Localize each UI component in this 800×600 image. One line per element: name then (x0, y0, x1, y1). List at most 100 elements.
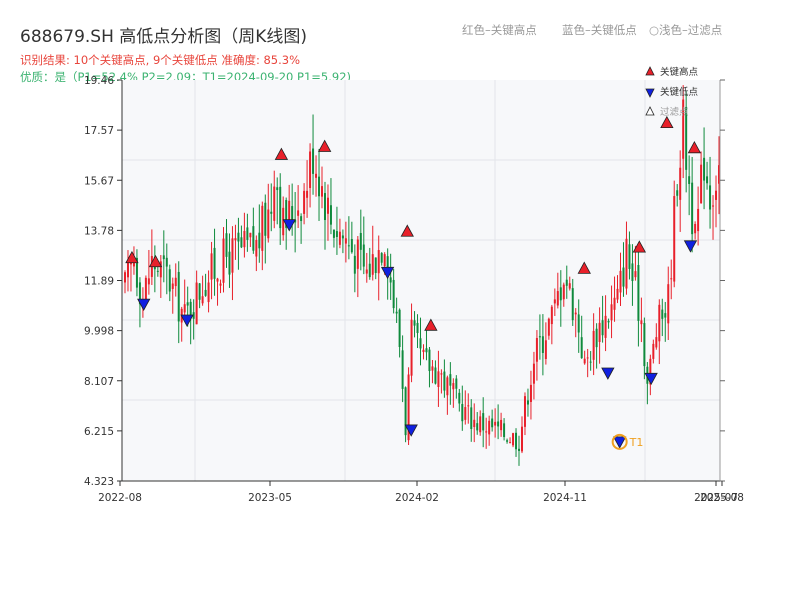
candle-body (410, 319, 413, 376)
x-tick-label: 2024-11 (543, 492, 587, 504)
candle-body (652, 343, 655, 359)
legend-light-filtered: ○浅色–过滤点 (649, 23, 723, 37)
low-marker (601, 367, 615, 380)
candle-body (318, 176, 321, 197)
legend-label: 过滤点 (660, 106, 689, 118)
candle-body (300, 216, 303, 222)
candle-body (183, 304, 186, 313)
candle-body (562, 284, 565, 300)
candle-body (222, 238, 225, 283)
candle-body (321, 186, 324, 197)
candle-body (246, 227, 249, 240)
candle-body (329, 205, 332, 225)
candle-body (270, 211, 273, 214)
candle-body (532, 363, 535, 384)
candle-body (124, 272, 126, 283)
candle-body (634, 271, 637, 278)
candle-body (377, 250, 380, 274)
candle-body (610, 304, 613, 321)
candle-body (541, 336, 544, 353)
candle-body (503, 423, 506, 437)
candle-body (231, 238, 234, 273)
candle-body (494, 421, 497, 426)
candle-body (559, 287, 562, 301)
candle-body (309, 151, 312, 188)
candle-body (550, 306, 553, 325)
candle-body (437, 371, 440, 387)
result-summary: 识别结果: 10个关键高点, 9个关键低点 准确度: 85.3% (20, 53, 301, 67)
candle-body (159, 261, 162, 278)
legend-red-high: 红色–关键高点 (462, 23, 537, 37)
candle-body (204, 289, 207, 296)
y-tick-label: 9.998 (84, 326, 114, 338)
candle-body (715, 190, 718, 200)
candle-body (571, 288, 574, 321)
candle-body (395, 311, 398, 314)
x-tick-label: 2023-05 (248, 492, 292, 504)
candle-body (243, 230, 246, 248)
candle-body (135, 257, 138, 288)
candle-body (371, 254, 374, 275)
legend-marker (645, 106, 655, 116)
candle-body (162, 255, 165, 260)
candle-body (625, 238, 628, 289)
candle-body (583, 358, 586, 364)
candle-body (332, 229, 335, 238)
candle-body (228, 251, 231, 275)
candle-body (491, 418, 494, 428)
candle-body (431, 366, 434, 371)
candle-body (673, 196, 676, 282)
high-marker (577, 261, 591, 274)
candle-body (547, 318, 550, 336)
x-tick-label: 2025-07 (694, 492, 738, 504)
candle-body (482, 413, 485, 431)
legend-marker (645, 88, 655, 98)
candle-body (422, 349, 425, 353)
axes: 4.323 6.215 8.107 9.998 11.89 13.78 15.67 17.57… (84, 75, 744, 504)
legend-label: 关键高点 (660, 66, 699, 78)
candle-body (365, 269, 368, 274)
candle-body (413, 320, 416, 326)
candle-body (506, 440, 509, 442)
low-marker (683, 240, 698, 253)
candle-body (649, 358, 652, 385)
candle-body (526, 400, 529, 405)
candle-body (264, 202, 267, 236)
candle-body (461, 404, 464, 422)
high-marker (317, 139, 332, 152)
candle-body (198, 283, 201, 300)
y-tick-label: 17.57 (84, 125, 114, 137)
candle-body (595, 328, 598, 348)
candle-body (667, 284, 670, 324)
candle-body (464, 407, 467, 420)
candle-body (455, 378, 458, 389)
candle-body (565, 279, 568, 286)
candle-body (347, 245, 350, 247)
candle-body (589, 361, 592, 363)
candle-body (556, 291, 559, 306)
candle-body (368, 263, 371, 278)
candle-body (288, 200, 291, 221)
candle-body (538, 336, 541, 338)
x-tick-label: 2024-02 (395, 492, 439, 504)
y-tick-label: 8.107 (84, 376, 114, 388)
candle-body (294, 219, 297, 223)
candle-body (338, 231, 341, 245)
candle-body (670, 278, 673, 280)
candle-body (458, 392, 461, 404)
candle-body (201, 296, 204, 304)
candle-body (356, 239, 359, 269)
candle-body (515, 432, 518, 450)
candle-body (637, 264, 640, 321)
candle-body (718, 165, 720, 184)
candle-body (485, 431, 488, 433)
candle-body (476, 423, 479, 431)
candle-body (306, 190, 309, 198)
low-marker (282, 219, 296, 232)
candle-body (344, 238, 347, 244)
candle-body (497, 421, 500, 427)
candle-body (428, 349, 431, 372)
candle-body (443, 371, 446, 391)
candle-body (640, 320, 643, 325)
low-marker (404, 424, 418, 437)
